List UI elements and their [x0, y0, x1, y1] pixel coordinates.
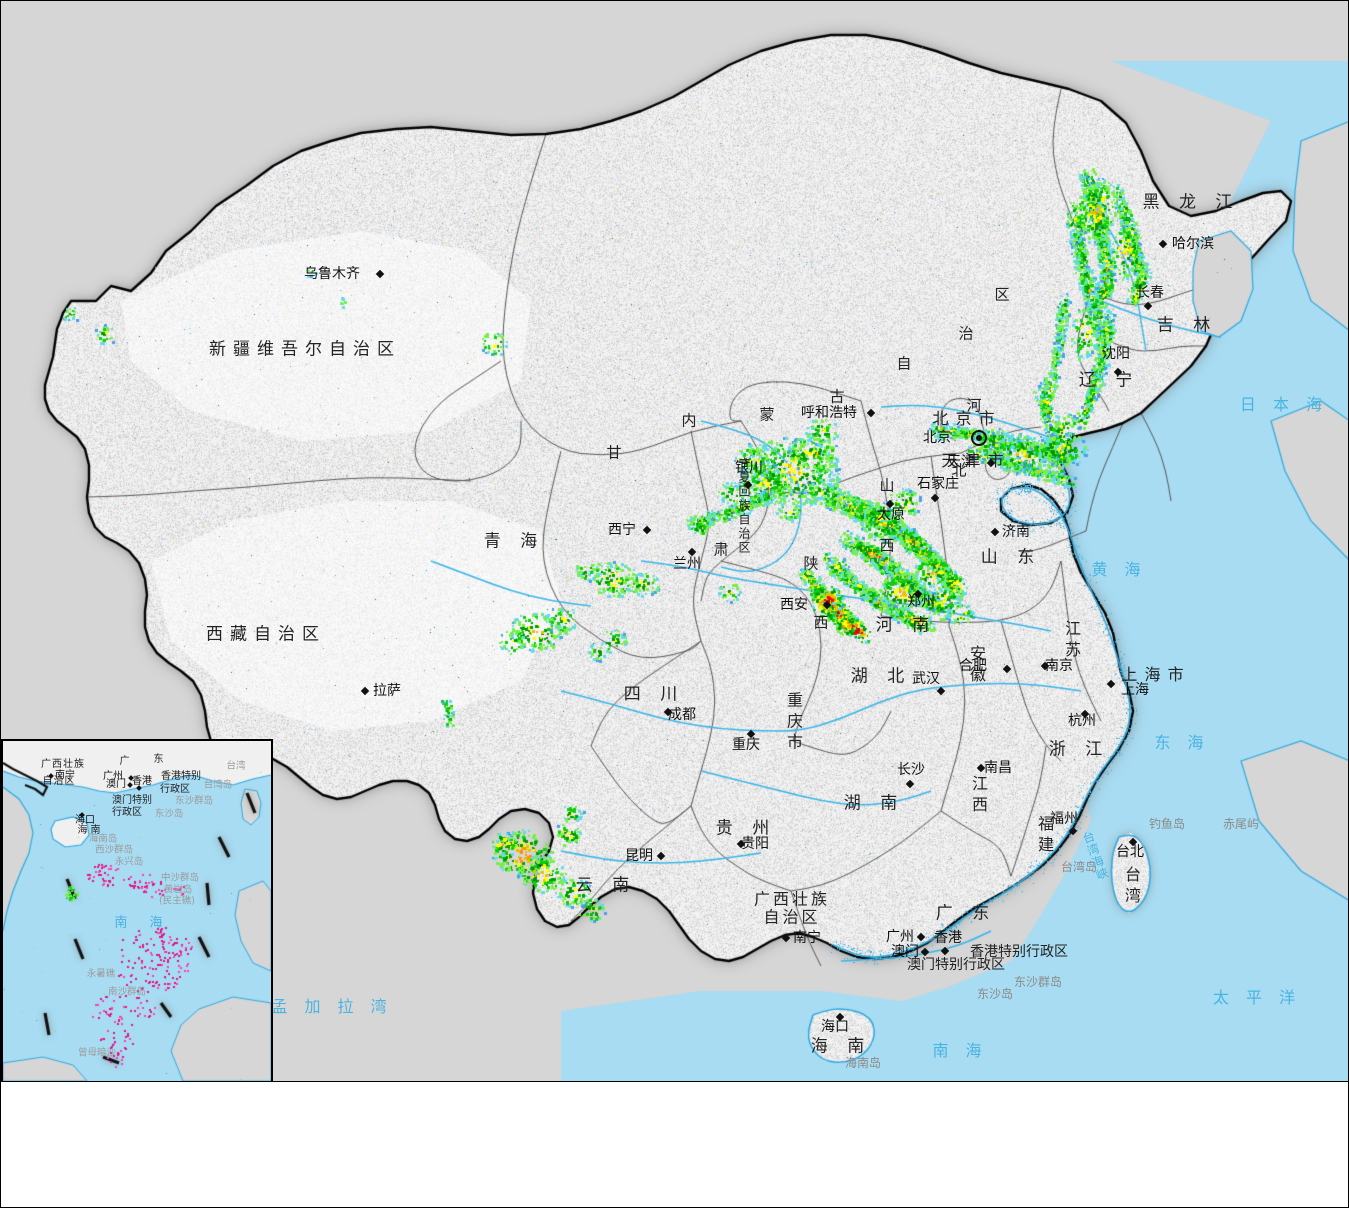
- south-china-sea-inset-map[interactable]: 广西壮族 自治区广东海南南宁 广州 澳门 香港 海口 香港特别 行政区 澳门特别 行政区 台湾 台湾岛…: [1, 739, 273, 1081]
- legend-panel: 全国雷达拼图 [2026-03-13 15:36:00] [ 组合反射率 ] d…: [0, 1082, 1349, 1208]
- inset-canvas: [3, 741, 271, 1081]
- city-marker-北京: [971, 430, 987, 446]
- national-radar-map[interactable]: 新疆维吾尔自治区 西藏自治区青 海甘肃内蒙古自治区宁夏回族自治区陕西山西河北北 京…: [0, 0, 1349, 1082]
